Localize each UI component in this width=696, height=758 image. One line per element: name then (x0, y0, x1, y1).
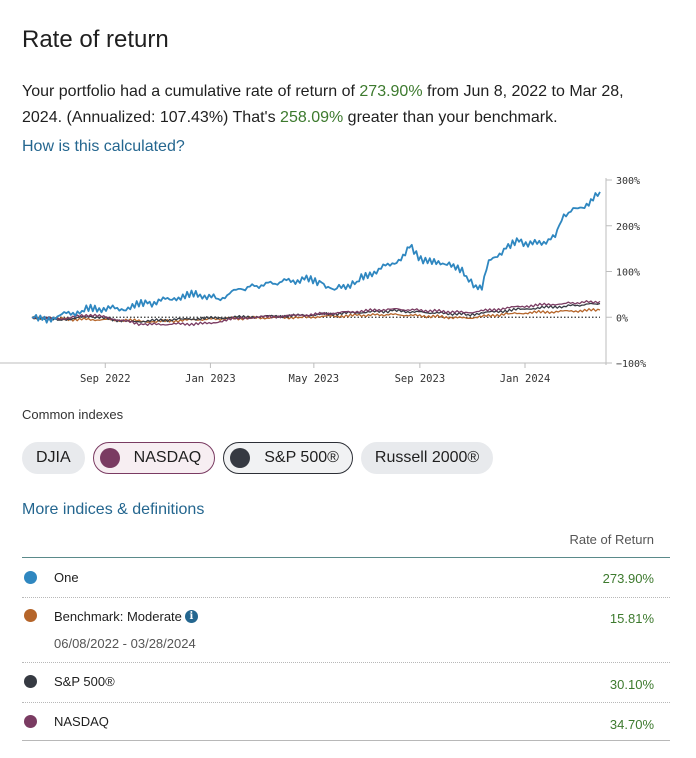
returns-table: Rate of Return One 273.90% Benchmark: Mo… (22, 528, 670, 741)
y-tick-label: 0% (616, 313, 628, 324)
table-row-benchmark: Benchmark: Moderate i 15.81% 06/08/2022 … (22, 598, 670, 663)
y-tick-label: −100% (616, 359, 646, 370)
summary-text-1: Your portfolio had a cumulative rate of … (22, 83, 360, 100)
table-row-portfolio: One 273.90% (22, 558, 670, 598)
y-tick-label: 100% (616, 268, 640, 279)
benchmark-difference-value: 258.09% (280, 109, 344, 126)
series-line-one (31, 191, 601, 324)
chip-nasdaq[interactable]: NASDAQ (92, 442, 216, 474)
x-tick-label: Jan 2023 (185, 373, 236, 385)
table-row-nasdaq: NASDAQ 34.70% (22, 703, 670, 741)
row-value: 273.90% (602, 571, 654, 586)
x-tick-label: Sep 2022 (80, 373, 131, 385)
sp500-color-dot (24, 675, 37, 688)
return-summary: Your portfolio had a cumulative rate of … (22, 79, 662, 131)
chip-russell-2000[interactable]: Russell 2000® (360, 442, 494, 474)
table-header-rate-of-return: Rate of Return (22, 528, 670, 558)
row-name: Benchmark: Moderate (54, 609, 182, 624)
series-line-nasdaq (31, 300, 601, 327)
row-name-with-info: Benchmark: Moderate i (54, 609, 198, 624)
series-line-benchmark-moderate (31, 308, 601, 324)
index-chips: DJIA NASDAQ S&P 500® Russell 2000® (22, 442, 494, 474)
more-indices-link[interactable]: More indices & definitions (22, 501, 205, 518)
common-indexes-label: Common indexes (22, 407, 124, 422)
cumulative-return-value: 273.90% (359, 83, 423, 100)
x-tick-label: May 2023 (289, 373, 340, 385)
sp500-color-dot (230, 448, 251, 468)
summary-text-2: from Jun 8, 2022 to Mar 28, 2024. (Annua… (22, 83, 624, 126)
y-tick-label: 300% (616, 176, 640, 187)
page-title: Rate of return (22, 26, 169, 53)
chip-djia[interactable]: DJIA (22, 442, 85, 474)
chip-nasdaq-label: NASDAQ (133, 449, 202, 466)
portfolio-color-dot (24, 571, 37, 584)
row-value: 15.81% (609, 611, 654, 626)
nasdaq-color-dot (99, 448, 120, 468)
chip-sp500[interactable]: S&P 500® (223, 442, 353, 474)
row-value: 30.10% (609, 677, 654, 692)
y-tick-label: 200% (616, 222, 640, 233)
x-tick-label: Jan 2024 (500, 373, 551, 385)
benchmark-color-dot (24, 609, 37, 622)
chip-sp500-label: S&P 500® (264, 449, 339, 466)
row-name: One (54, 570, 79, 585)
summary-text-3: greater than your benchmark. (343, 109, 558, 126)
chip-russell-label: Russell 2000® (374, 449, 480, 466)
how-calculated-link[interactable]: How is this calculated? (22, 138, 185, 155)
nasdaq-color-dot (24, 715, 37, 728)
chart-svg: 300% 200% 100% 0% −100% Sep 2022 Jan 2023 May 2… (0, 176, 646, 385)
row-name: NASDAQ (54, 714, 109, 729)
x-tick-label: Sep 2023 (395, 373, 446, 385)
benchmark-date-range: 06/08/2022 - 03/28/2024 (54, 636, 196, 651)
row-value: 34.70% (609, 717, 654, 732)
rate-of-return-chart[interactable]: 300% 200% 100% 0% −100% Sep 2022 Jan 2023 May 2… (0, 168, 696, 390)
info-icon[interactable]: i (184, 610, 198, 623)
row-name: S&P 500® (54, 674, 115, 689)
table-row-sp500: S&P 500® 30.10% (22, 663, 670, 703)
chip-djia-label: DJIA (36, 449, 71, 466)
